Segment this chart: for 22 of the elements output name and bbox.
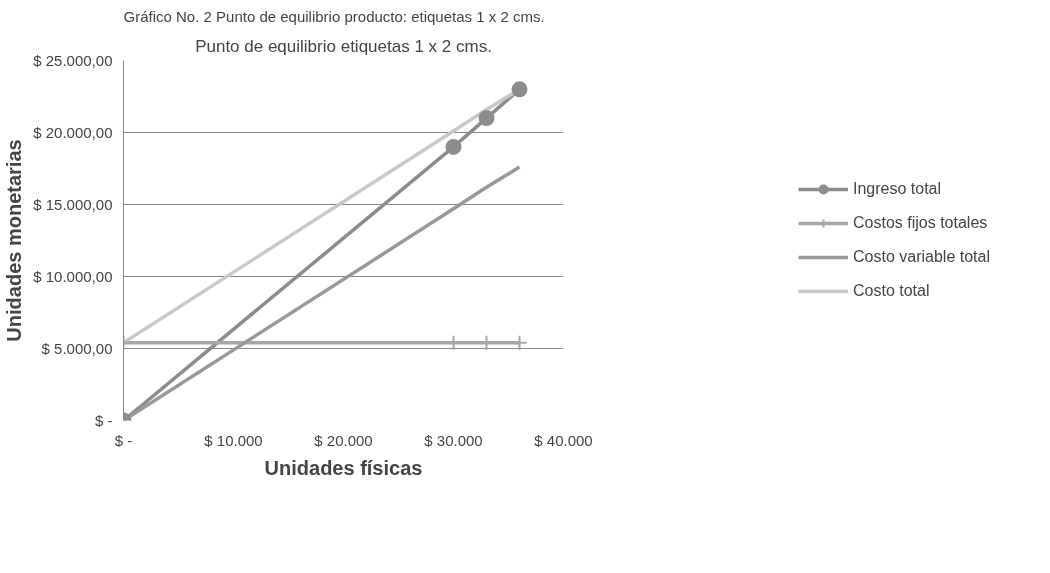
point xyxy=(478,110,495,127)
y-tick-label: $ 20.000,00 xyxy=(33,124,113,141)
legend-label: Costo total xyxy=(853,282,930,300)
x-tick-label: $ - xyxy=(114,431,133,449)
x-tick-label: $ 30.000 xyxy=(424,431,483,449)
legend-label: Costo variable total xyxy=(853,248,990,266)
y-tick-label: $ - xyxy=(95,412,113,429)
y-tick-label: $ 25.000,00 xyxy=(33,52,113,69)
x-axis-title: Unidades físicas xyxy=(264,456,423,479)
x-tick-label: $ 20.000 xyxy=(314,431,373,449)
x-tick-label: $ 40.000 xyxy=(534,431,593,449)
text: Gráfico No. 2 Punto de equilibrio producto: etiquetas 1 x 2 cms. xyxy=(123,7,545,25)
legend-label: Costos fijos totales xyxy=(853,214,988,232)
y-axis-title: Unidades monetarias xyxy=(3,139,26,342)
point xyxy=(511,81,528,98)
y-tick-label: $ 10.000,00 xyxy=(33,268,113,285)
chart-title: Punto de equilibrio etiquetas 1 x 2 cms. xyxy=(195,36,492,56)
x-tick-label: $ 10.000 xyxy=(204,431,263,449)
point xyxy=(445,138,462,155)
legend-label: Ingreso total xyxy=(853,180,942,198)
y-tick-label: $ 15.000,00 xyxy=(33,196,113,213)
y-tick-label: $ 5.000,00 xyxy=(41,340,113,357)
